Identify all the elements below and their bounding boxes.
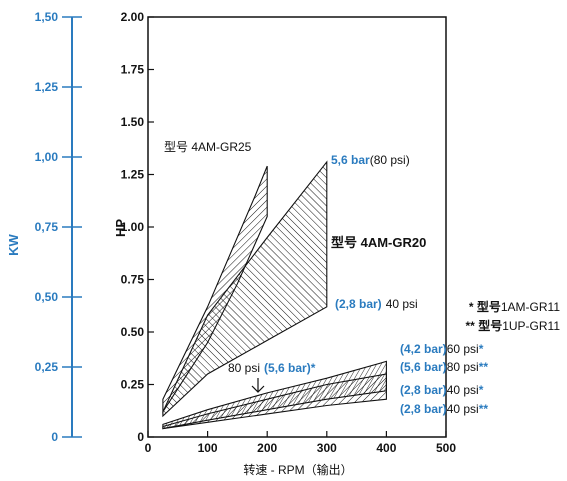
legend: * 型号1AM-GR11** 型号1UP-GR11 [466, 299, 561, 333]
x-tick-label: 100 [198, 441, 218, 455]
legend-mark: ** [466, 319, 479, 333]
gr11-arrow-psi: 80 psi [228, 361, 260, 375]
right-labels: (4,2 bar)60 psi*(5,6 bar)80 psi**(2,8 ba… [400, 342, 488, 416]
gr20-low-label: (2,8 bar) 40 psi [335, 297, 418, 311]
gr20-low-psi: 40 psi [386, 297, 418, 311]
gr11-arrow [251, 378, 265, 393]
y-tick-label: 1.50 [121, 115, 145, 129]
gr25-label: 型号 4AM-GR25 [164, 140, 252, 154]
right-label: (4,2 bar)60 psi* [400, 342, 484, 356]
right-label: (2,8 bar)40 psi* [400, 383, 484, 397]
y-tick-label: 0.50 [121, 325, 145, 339]
right-label-bar: (2,8 bar) [400, 383, 447, 397]
y-tick-label: 0.75 [121, 273, 145, 287]
legend-model: 1UP-GR11 [502, 319, 560, 333]
gr20-high-bar: 5,6 bar [331, 153, 370, 167]
y-tick-label: 0.25 [121, 378, 145, 392]
kw-tick-label: 0 [51, 430, 58, 444]
legend-mark: * [469, 300, 477, 314]
legend-prefix: 型号 [477, 299, 501, 314]
x-axis-ticks: 0 100 200 300 400 500 [145, 431, 456, 455]
gr20-model-label: 型号 4AM-GR20 [331, 235, 426, 250]
gr11-arrow-label: 80 psi (5,6 bar)* [228, 361, 316, 375]
right-label-psi: 80 psi [447, 360, 479, 374]
gr20-high-label: 5,6 bar(80 psi) [331, 153, 410, 167]
gr20-low-bar: (2,8 bar) [335, 297, 382, 311]
kw-tick-label: 0,50 [35, 290, 59, 304]
right-label-psi: 60 psi [447, 342, 479, 356]
y-axis-label: HP [113, 219, 128, 237]
kw-tick-label: 0,75 [35, 220, 59, 234]
gr20-high-psi: (80 psi) [370, 153, 410, 167]
x-axis-label: 转速 - RPM（输出） [243, 462, 352, 477]
y-axis-ticks: 0 0.25 0.50 0.75 1.00 1.25 1.50 1.75 2.00 [121, 10, 154, 444]
x-tick-label: 300 [317, 441, 337, 455]
right-label-mark: ** [479, 360, 489, 374]
kw-axis-label: KW [6, 233, 21, 255]
gr11-arrow-star: * [311, 361, 316, 375]
band-1UP-GR11 [162, 373, 387, 430]
right-label: (5,6 bar)80 psi** [400, 360, 488, 374]
right-label-mark: * [479, 342, 484, 356]
right-label-bar: (4,2 bar) [400, 342, 447, 356]
bands [162, 160, 387, 430]
kw-tick-label: 0,25 [35, 360, 59, 374]
kw-tick-label: 1,50 [35, 10, 59, 24]
gr11-arrow-bar: (5,6 bar) [264, 361, 311, 375]
legend-prefix: 型号 [478, 318, 502, 333]
x-tick-label: 400 [376, 441, 396, 455]
kw-axis: 0 0,25 0,50 0,75 1,00 1,25 1,50 KW [6, 10, 82, 444]
band-4AM-GR20 [162, 160, 328, 418]
x-tick-label: 200 [257, 441, 277, 455]
right-label-mark: * [479, 383, 484, 397]
y-tick-label: 1.25 [121, 168, 145, 182]
right-label: (2,8 bar)40 psi** [400, 402, 488, 416]
y-tick-label: 1.00 [121, 220, 145, 234]
kw-tick-label: 1,00 [35, 150, 59, 164]
x-tick-label: 0 [145, 441, 152, 455]
legend-item: ** 型号1UP-GR11 [466, 318, 561, 333]
y-tick-label: 0 [137, 430, 144, 444]
y-tick-label: 2.00 [121, 10, 145, 24]
legend-model: 1AM-GR11 [501, 300, 560, 314]
right-label-mark: ** [479, 402, 489, 416]
right-label-psi: 40 psi [447, 383, 479, 397]
right-label-bar: (2,8 bar) [400, 402, 447, 416]
kw-tick-label: 1,25 [35, 80, 59, 94]
y-tick-label: 1.75 [121, 63, 145, 77]
right-label-psi: 40 psi [447, 402, 479, 416]
right-label-bar: (5,6 bar) [400, 360, 447, 374]
x-tick-label: 500 [436, 441, 456, 455]
legend-item: * 型号1AM-GR11 [469, 299, 560, 314]
